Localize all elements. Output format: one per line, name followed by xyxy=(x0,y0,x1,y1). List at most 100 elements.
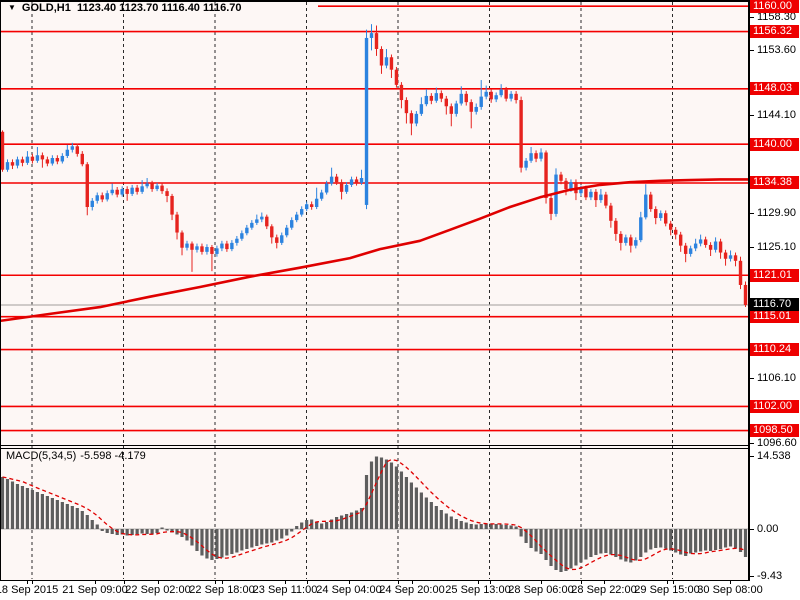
candle-body xyxy=(614,220,618,234)
macd-bar xyxy=(335,517,339,529)
macd-bar xyxy=(200,529,204,556)
macd-bar xyxy=(25,488,30,529)
macd-bar xyxy=(634,529,638,561)
macd-bar xyxy=(35,492,40,529)
macd-bar xyxy=(50,498,54,529)
candle-body xyxy=(509,93,513,99)
macd-bar xyxy=(10,481,15,529)
macd-bar xyxy=(519,529,523,537)
date-label: 25 Sep 13:00 xyxy=(445,584,511,596)
candle-body xyxy=(654,209,658,219)
time-tick xyxy=(604,580,605,584)
candle-body xyxy=(65,149,70,156)
macd-bar xyxy=(170,529,174,533)
macd-bar xyxy=(120,529,124,535)
macd-bar xyxy=(230,529,234,554)
candle-body xyxy=(579,188,583,194)
chart-right-border xyxy=(748,0,750,581)
grid-time-tick xyxy=(489,580,491,584)
candle-body xyxy=(644,194,648,218)
price-label: 1144.10 xyxy=(757,109,796,122)
candle-body xyxy=(255,219,259,223)
macd-bar xyxy=(369,461,374,529)
date-label: 30 Sep 08:00 xyxy=(697,584,763,596)
macd-bar xyxy=(125,529,129,536)
macd-bar xyxy=(105,529,109,533)
macd-bar xyxy=(70,506,74,529)
date-label: 24 Sep 20:00 xyxy=(379,584,445,596)
macd-bar xyxy=(444,513,448,529)
macd-bar xyxy=(619,529,623,560)
price-chart-canvas[interactable] xyxy=(0,0,748,580)
macd-axis-label: 14.538 xyxy=(757,449,791,462)
candle-body xyxy=(100,195,104,200)
candle-body xyxy=(364,37,369,205)
candle-body xyxy=(220,243,224,249)
macd-bar xyxy=(155,529,159,533)
candle-body xyxy=(120,189,124,195)
candle-body xyxy=(569,182,573,190)
macd-axis-tick xyxy=(750,575,754,577)
candle-body xyxy=(659,213,663,219)
macd-bar xyxy=(245,529,249,549)
grid-time-tick xyxy=(672,580,674,584)
macd-bar xyxy=(439,510,443,529)
left-border xyxy=(0,0,1,580)
macd-bar xyxy=(165,529,169,531)
macd-bar xyxy=(489,523,493,529)
price-tick xyxy=(750,377,754,379)
macd-bar xyxy=(280,529,284,539)
candle-body xyxy=(354,179,359,183)
symbol-dropdown-icon[interactable]: ▼ xyxy=(8,3,16,12)
candle-body xyxy=(334,176,339,183)
candle-body xyxy=(324,183,329,193)
macd-bar xyxy=(270,529,274,543)
candle-body xyxy=(155,185,159,190)
macd-bar xyxy=(359,508,364,529)
macd-bar xyxy=(464,522,468,529)
candle-body xyxy=(698,239,703,244)
candle-body xyxy=(414,113,419,124)
candle-body xyxy=(105,193,109,200)
candle-body xyxy=(733,255,738,261)
macd-bar xyxy=(325,522,329,529)
candle-body xyxy=(195,246,199,250)
candle-body xyxy=(344,184,349,192)
candle-body xyxy=(225,243,229,250)
macd-bar xyxy=(723,529,728,548)
macd-bar xyxy=(255,529,259,546)
candle-body xyxy=(175,214,179,233)
time-tick xyxy=(412,580,413,584)
macd-bar xyxy=(160,527,164,529)
macd-bar xyxy=(235,529,239,553)
macd-bar xyxy=(344,514,349,529)
candle-body xyxy=(295,214,299,221)
price-label: 1158.30 xyxy=(757,11,796,24)
panel-separator-bottom xyxy=(0,448,748,449)
grid-time-tick xyxy=(581,580,582,584)
candle-body xyxy=(484,91,488,97)
macd-bar xyxy=(240,529,244,551)
price-level-badge: 1160.00 xyxy=(750,0,799,13)
price-tick xyxy=(750,49,754,51)
macd-bar xyxy=(459,521,463,529)
macd-bar xyxy=(454,519,458,529)
macd-bar xyxy=(364,475,369,529)
candle-body xyxy=(40,155,45,160)
time-tick xyxy=(95,580,96,584)
price-level-badge: 1140.00 xyxy=(750,137,799,151)
macd-bar xyxy=(110,529,114,534)
macd-bar xyxy=(220,529,224,558)
macd-bar xyxy=(609,529,613,555)
candle-body xyxy=(200,246,204,252)
price-label: 1153.60 xyxy=(757,43,796,56)
candle-body xyxy=(339,182,344,192)
candle-body xyxy=(95,195,99,201)
macd-bar xyxy=(290,529,294,532)
candle-body xyxy=(703,239,708,245)
macd-bar xyxy=(504,525,508,529)
candle-body xyxy=(549,198,553,214)
candle-body xyxy=(45,159,50,164)
time-tick xyxy=(349,580,350,584)
macd-bar xyxy=(305,520,309,529)
